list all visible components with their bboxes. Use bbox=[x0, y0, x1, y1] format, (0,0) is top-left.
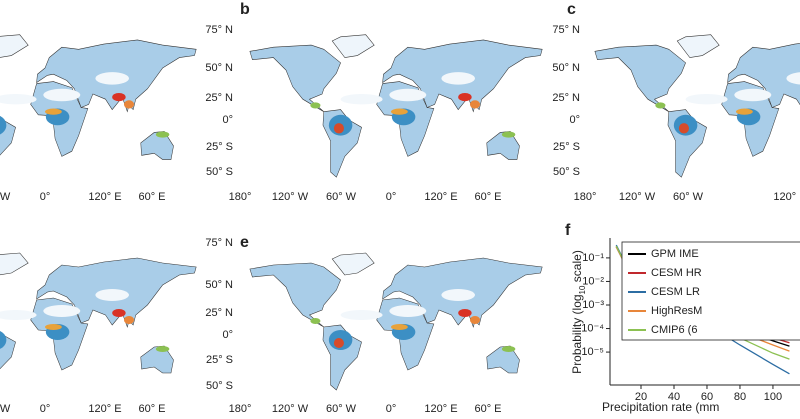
lon-label: 120° E bbox=[773, 191, 800, 203]
lat-label: 75° N bbox=[552, 24, 580, 36]
lat-label: 50° S bbox=[553, 166, 580, 178]
lat-label: 25° S bbox=[553, 141, 580, 153]
lon-label: 0° bbox=[386, 403, 397, 415]
world-map bbox=[249, 34, 543, 178]
chart-f: f 10⁻¹ 10⁻² 10⁻³ 10⁻⁴ 10⁻⁵ 20 40 60 80 100 Precipit… bbox=[565, 222, 800, 414]
panel-letter: c bbox=[567, 1, 576, 18]
lat-label: 25° N bbox=[205, 92, 233, 104]
lat-label: 50° S bbox=[206, 380, 233, 392]
x-tick-label: 60 bbox=[701, 391, 713, 403]
lat-label: 25° S bbox=[206, 141, 233, 153]
lon-label: 120° E bbox=[88, 403, 121, 415]
y-axis-label-part: scale) bbox=[570, 250, 584, 285]
lon-label: 180° bbox=[574, 191, 597, 203]
lon-label: 60° W bbox=[673, 191, 704, 203]
lat-label: 25° N bbox=[205, 307, 233, 319]
lon-label: 60° E bbox=[138, 191, 165, 203]
lon-label: 60° W bbox=[326, 403, 357, 415]
lon-label: 120° W bbox=[619, 191, 656, 203]
lat-label: 50° N bbox=[205, 62, 233, 74]
y-tick-label: 10⁻³ bbox=[582, 299, 604, 311]
x-tick-label: 20 bbox=[635, 391, 647, 403]
lon-label: 60° E bbox=[138, 403, 165, 415]
lon-label: 120° W bbox=[272, 403, 309, 415]
lat-label: 75° N bbox=[205, 24, 233, 36]
y-axis-label: Probability (log10 scale) bbox=[570, 250, 586, 374]
world-map bbox=[594, 34, 800, 178]
lon-label: 60° W bbox=[326, 191, 357, 203]
lat-label: 50° S bbox=[206, 166, 233, 178]
lon-label: 60° E bbox=[474, 403, 501, 415]
y-tick-label: 10⁻¹ bbox=[582, 252, 604, 264]
y-axis-label-part: Probability (log bbox=[570, 294, 584, 373]
x-tick-label: 80 bbox=[734, 391, 746, 403]
panel-letter: b bbox=[240, 1, 250, 18]
lat-label: 75° N bbox=[205, 237, 233, 249]
lon-label: 120° E bbox=[424, 403, 457, 415]
lon-label: W bbox=[0, 403, 11, 415]
y-axis-label-part: 10 bbox=[578, 285, 587, 294]
lat-label: 0° bbox=[569, 114, 580, 126]
lon-label: 60° E bbox=[474, 191, 501, 203]
y-tick-label: 10⁻⁵ bbox=[581, 346, 604, 358]
lon-label: 0° bbox=[40, 403, 51, 415]
x-tick-label: 100 bbox=[764, 391, 782, 403]
lon-label: 120° W bbox=[272, 191, 309, 203]
legend-box bbox=[621, 241, 800, 341]
legend-label: CESM HR bbox=[651, 267, 702, 279]
lon-label: W bbox=[0, 191, 11, 203]
world-map bbox=[0, 34, 197, 178]
lon-label: 180° bbox=[229, 191, 252, 203]
lat-label: 0° bbox=[222, 114, 233, 126]
legend-label: HighResM bbox=[651, 305, 702, 317]
lat-label: 50° N bbox=[552, 62, 580, 74]
legend-label: GPM IME bbox=[651, 248, 699, 260]
lon-label: 180° bbox=[229, 403, 252, 415]
y-tick-label: 10⁻² bbox=[582, 275, 604, 287]
lat-label: 0° bbox=[222, 329, 233, 341]
lat-label: 25° N bbox=[552, 92, 580, 104]
lon-label: 0° bbox=[386, 191, 397, 203]
legend-label: CESM LR bbox=[651, 286, 700, 298]
lat-label: 50° N bbox=[205, 279, 233, 291]
world-map bbox=[0, 252, 197, 391]
x-tick-label: 40 bbox=[668, 391, 680, 403]
lon-label: 120° E bbox=[424, 191, 457, 203]
panel-letter: f bbox=[565, 222, 571, 239]
panel-letter: e bbox=[240, 234, 249, 251]
x-axis-label: Precipitation rate (mm bbox=[602, 400, 719, 414]
y-tick-label: 10⁻⁴ bbox=[581, 322, 604, 334]
lon-label: 120° E bbox=[88, 191, 121, 203]
world-map bbox=[249, 252, 543, 391]
lat-label: 25° S bbox=[206, 354, 233, 366]
legend-label: CMIP6 (6 bbox=[651, 324, 697, 336]
lon-label: 0° bbox=[40, 191, 51, 203]
